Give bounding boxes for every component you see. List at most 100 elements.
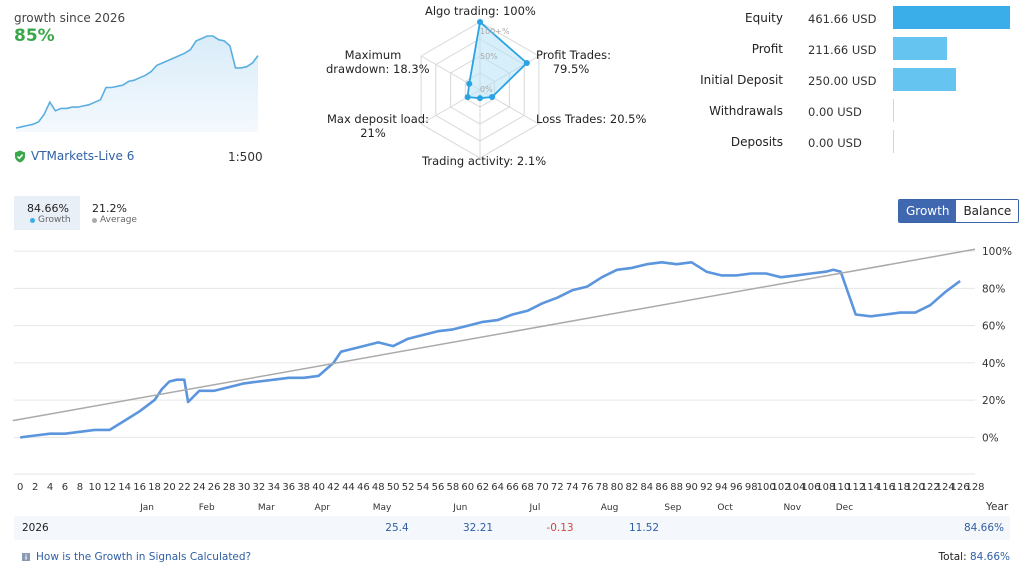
leverage-value: 1:500 bbox=[228, 150, 263, 164]
x-tick-label: 60 bbox=[461, 482, 474, 493]
x-tick-label: 68 bbox=[521, 482, 534, 493]
stat-value: 0.00 USD bbox=[808, 136, 862, 150]
chart-grid bbox=[14, 250, 975, 475]
month-label: Aug bbox=[601, 503, 619, 513]
radar-point-1 bbox=[523, 59, 530, 66]
sparkline-line bbox=[15, 35, 259, 129]
x-tick-label: 34 bbox=[267, 482, 280, 493]
x-tick-label: 66 bbox=[506, 482, 519, 493]
x-axis-labels: 0 2 4 6 8 10 12 14 16 18 20 22 24 26 28 30 32 34 36 38 40 42 4… bbox=[17, 482, 984, 493]
stat-bar bbox=[893, 6, 1010, 29]
month-label: Sep bbox=[664, 503, 681, 513]
x-tick-label: 98 bbox=[745, 482, 758, 493]
x-tick-label: 106 bbox=[801, 482, 820, 493]
month-label: Oct bbox=[717, 503, 733, 513]
x-tick-label: 120 bbox=[906, 482, 925, 493]
x-tick-label: 62 bbox=[476, 482, 489, 493]
radar-label-loss: Loss Trades: 20.5% bbox=[536, 112, 647, 126]
radar-label-drawdown-value: drawdown: 18.3% bbox=[326, 62, 430, 76]
x-tick-label: 108 bbox=[816, 482, 835, 493]
stat-label: Withdrawals bbox=[709, 104, 783, 118]
growth-since-label: growth since 2026 bbox=[14, 11, 126, 25]
radar-label-drawdown-title: Maximum bbox=[344, 48, 402, 62]
x-tick-label: 28 bbox=[223, 482, 236, 493]
growth-dot-icon bbox=[30, 217, 35, 223]
y-tick-label: 60% bbox=[982, 321, 1005, 333]
x-tick-label: 126 bbox=[951, 482, 970, 493]
tab-average[interactable]: 21.2% Average bbox=[88, 196, 148, 230]
tab-growth[interactable]: 84.66% Growth bbox=[14, 196, 80, 230]
x-tick-label: 14 bbox=[118, 482, 131, 493]
stat-label: Profit bbox=[751, 42, 783, 56]
stat-bar bbox=[893, 37, 947, 60]
tab-growth-label: Growth bbox=[38, 215, 71, 225]
month-label: May bbox=[373, 503, 392, 513]
x-tick-label: 38 bbox=[297, 482, 310, 493]
series-growth-line bbox=[20, 261, 961, 439]
radar-label-profit-title: Profit Trades: bbox=[536, 48, 612, 62]
x-tick-label: 94 bbox=[715, 482, 728, 493]
radar-label-load-title: Max deposit load: bbox=[327, 112, 429, 126]
footer-total-value: 84.66% bbox=[969, 551, 1010, 563]
x-tick-label: 16 bbox=[133, 482, 146, 493]
radar-label-algo: Algo trading: 100% bbox=[425, 4, 536, 18]
stat-value: 0.00 USD bbox=[808, 105, 862, 119]
x-tick-label: 0 bbox=[17, 482, 23, 493]
tab-growth-value: 84.66% bbox=[27, 202, 69, 215]
x-tick-label: 128 bbox=[965, 482, 984, 493]
year-label: 2026 bbox=[22, 522, 49, 534]
year-month-value: 32.21 bbox=[463, 522, 494, 534]
stat-bar bbox=[893, 68, 957, 91]
radar-label-profit-value: 79.5% bbox=[552, 62, 590, 76]
y-tick-label: 100% bbox=[982, 246, 1012, 258]
stat-bar bbox=[893, 130, 894, 153]
x-tick-label: 36 bbox=[282, 482, 295, 493]
year-month-value: 25.4 bbox=[385, 522, 409, 534]
y-axis-labels: 100% 80% 60% 40% 20% 0% bbox=[982, 246, 1012, 444]
x-tick-label: 110 bbox=[831, 482, 850, 493]
account-link[interactable]: VTMarkets-Live 6 bbox=[14, 149, 134, 163]
radar-tick-50: 50% bbox=[480, 52, 498, 61]
radar-chart: 100+% 50% 0% bbox=[420, 19, 540, 159]
y-tick-label: 0% bbox=[982, 432, 999, 444]
x-tick-label: 86 bbox=[655, 482, 668, 493]
x-tick-label: 104 bbox=[786, 482, 805, 493]
radar-point-4 bbox=[464, 94, 471, 101]
y-tick-label: 20% bbox=[982, 395, 1005, 407]
x-tick-label: 48 bbox=[372, 482, 385, 493]
x-tick-label: 52 bbox=[402, 482, 415, 493]
info-icon bbox=[22, 553, 30, 561]
x-tick-label: 30 bbox=[238, 482, 251, 493]
x-tick-label: 20 bbox=[163, 482, 176, 493]
x-tick-label: 122 bbox=[921, 482, 940, 493]
growth-calculation-link-text[interactable]: How is the Growth in Signals Calculated? bbox=[36, 551, 252, 563]
x-tick-label: 2 bbox=[32, 482, 38, 493]
shield-check-icon bbox=[15, 150, 25, 162]
average-dot-icon bbox=[92, 217, 97, 223]
tab-average-caption: Average bbox=[92, 215, 137, 225]
stat-label: Equity bbox=[745, 11, 783, 25]
tab-average-value: 21.2% bbox=[92, 202, 127, 215]
x-tick-label: 114 bbox=[861, 482, 880, 493]
x-tick-label: 26 bbox=[208, 482, 221, 493]
stat-label: Deposits bbox=[730, 135, 783, 149]
growth-calculation-link[interactable]: How is the Growth in Signals Calculated? bbox=[22, 551, 251, 563]
radar-label-load-value: 21% bbox=[360, 126, 386, 140]
x-tick-label: 58 bbox=[446, 482, 459, 493]
radar-label-drawdown: Maximum drawdown: 18.3% bbox=[326, 48, 430, 76]
month-label: Mar bbox=[258, 503, 275, 513]
chart-mode-toggle[interactable]: Growth Balance bbox=[898, 199, 1020, 223]
account-name[interactable]: VTMarkets-Live 6 bbox=[31, 149, 135, 163]
balance-button[interactable]: Balance bbox=[956, 200, 1019, 222]
month-label: Jun bbox=[452, 503, 467, 513]
y-tick-label: 80% bbox=[982, 283, 1005, 295]
month-label: Apr bbox=[315, 503, 331, 513]
year-summary-row: 2026 25.4 32.21 -0.13 11.52 84.66% bbox=[14, 516, 1010, 540]
month-label: Feb bbox=[199, 503, 215, 513]
growth-button[interactable]: Growth bbox=[899, 200, 957, 222]
x-tick-label: 18 bbox=[148, 482, 161, 493]
x-tick-label: 76 bbox=[581, 482, 594, 493]
x-tick-label: 88 bbox=[670, 482, 683, 493]
x-tick-label: 42 bbox=[327, 482, 340, 493]
x-tick-label: 78 bbox=[596, 482, 609, 493]
